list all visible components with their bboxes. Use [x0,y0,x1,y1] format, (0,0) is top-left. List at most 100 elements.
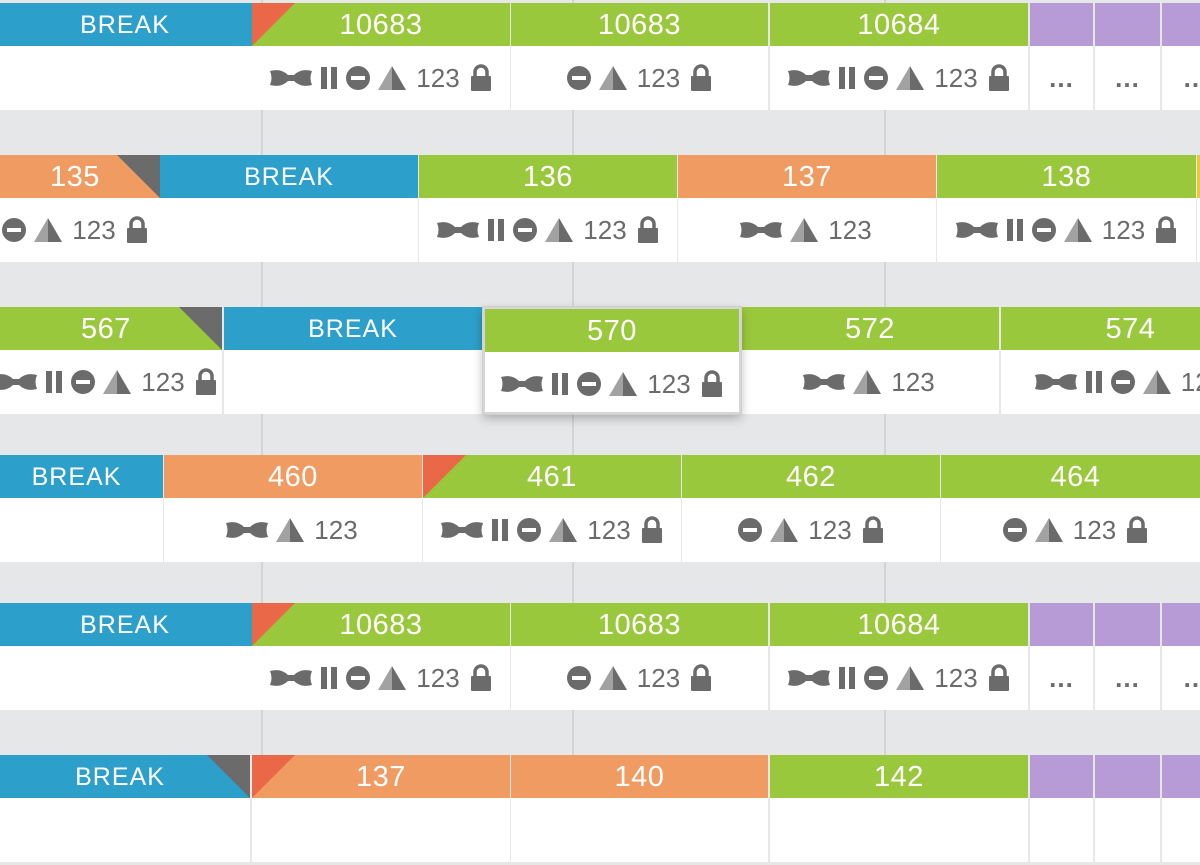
slot-body: 123 [941,498,1200,562]
minus-circle-icon [512,217,538,243]
pyramid-icon [377,65,407,91]
break-slot[interactable]: BREAK [0,3,260,110]
schedule-slot[interactable]: 138 123 [937,155,1196,262]
schedule-slot[interactable]: 135 123 [0,155,160,262]
schedule-slot[interactable]: ... [1095,3,1160,110]
more-dots[interactable]: ... [1049,662,1074,693]
schedule-slot[interactable]: 137 123 [678,155,936,262]
schedule-slot[interactable]: 10683 123 [252,3,510,110]
slot-label: 10683 [339,9,423,41]
slot-label: BREAK [244,163,334,191]
lock-icon [194,368,218,396]
schedule-slot[interactable]: 10684 123 [770,3,1028,110]
slot-label: 10683 [597,609,682,641]
slot-label: 567 [81,313,131,345]
slot-header: 135 [0,155,160,198]
slot-header [1095,603,1160,646]
schedule-slot[interactable] [1162,755,1200,862]
more-dots[interactable]: ... [1183,662,1200,693]
break-slot[interactable]: BREAK [224,307,482,414]
schedule-slot[interactable]: 10684 123 [770,603,1028,710]
more-dots[interactable]: ... [1183,62,1200,93]
schedule-slot[interactable]: 10683 123 [511,3,768,110]
slot-label: 461 [527,461,577,493]
more-dots[interactable]: ... [1049,62,1074,93]
schedule-slot[interactable]: ... [1095,603,1160,710]
flag-corner-red [252,3,295,46]
slot-label: 10684 [857,9,941,41]
schedule-slot[interactable]: ... [1162,3,1200,110]
slot-label: 135 [50,161,100,193]
slot-label: BREAK [80,611,170,639]
slot-body: 123 [0,198,160,262]
schedule-slot[interactable]: 572 123 [741,307,999,414]
count-text: 123 [416,662,460,693]
slot-body: 123 [511,646,768,710]
schedule-slot[interactable]: 460 123 [164,455,422,562]
more-dots[interactable]: ... [1115,662,1140,693]
slot-header: 462 [682,455,940,498]
bowtie-icon [802,372,846,392]
schedule-slot[interactable]: 574 123 [1001,307,1200,414]
slot-header [1030,603,1093,646]
bowtie-icon [955,220,999,240]
schedule-slot[interactable]: 464 123 [941,455,1200,562]
minus-circle-icon [863,65,889,91]
count-text: 123 [583,214,627,245]
slot-header: BREAK [0,755,250,798]
bowtie-icon [739,220,783,240]
pyramid-icon [33,217,63,243]
schedule-slot[interactable] [1030,755,1093,862]
slot-label: 464 [1050,461,1101,493]
schedule-slot[interactable]: 567 123 [0,307,222,414]
schedule-slot[interactable]: 137 [252,755,510,862]
bowtie-icon [225,520,269,540]
schedule-slot[interactable] [1197,155,1200,262]
pyramid-icon [102,369,132,395]
pyramid-icon [544,217,574,243]
pyramid-icon [598,65,628,91]
break-slot[interactable]: BREAK [0,455,163,562]
schedule-slot[interactable]: 462 123 [682,455,940,562]
slot-body: ... [1162,46,1200,110]
slot-body [252,798,510,862]
pause-icon [490,517,510,543]
slot-body: ... [1030,646,1093,710]
schedule-slot[interactable]: ... [1030,3,1093,110]
slot-body: 123 [1001,350,1200,414]
schedule-slot[interactable]: 461 123 [423,455,681,562]
slot-label: 138 [1041,161,1092,193]
lock-icon [987,64,1011,92]
slot-header [1095,3,1160,46]
slot-header: 10683 [511,603,768,646]
break-slot[interactable]: BREAK [160,155,418,262]
slot-body: 123 [770,646,1028,710]
break-slot[interactable]: BREAK [0,603,260,710]
slot-body [1030,798,1093,862]
count-text: 123 [314,514,358,545]
schedule-slot[interactable]: 142 [770,755,1028,862]
slot-body: 123 [252,46,510,110]
break-slot[interactable]: BREAK [0,755,250,862]
slot-body [0,498,163,562]
slot-header: 137 [678,155,936,198]
schedule-slot[interactable]: 10683 123 [511,603,768,710]
schedule-slot[interactable]: 10683 123 [252,603,510,710]
slot-header [1162,755,1200,798]
slot-label: 136 [523,161,573,193]
slot-body [0,46,260,110]
slot-label: BREAK [80,11,170,39]
schedule-slot[interactable]: 140 [511,755,768,862]
schedule-slot[interactable] [1095,755,1160,862]
count-text: 123 [808,514,852,545]
slot-label: BREAK [75,763,165,791]
more-dots[interactable]: ... [1115,62,1140,93]
minus-circle-icon [1110,369,1136,395]
slot-header [1162,3,1200,46]
schedule-slot[interactable]: ... [1162,603,1200,710]
slot-label: 10683 [339,609,423,641]
bowtie-icon [787,668,831,688]
schedule-slot[interactable]: 136 123 [419,155,677,262]
schedule-slot[interactable]: 570 123 [483,307,741,414]
schedule-slot[interactable]: ... [1030,603,1093,710]
